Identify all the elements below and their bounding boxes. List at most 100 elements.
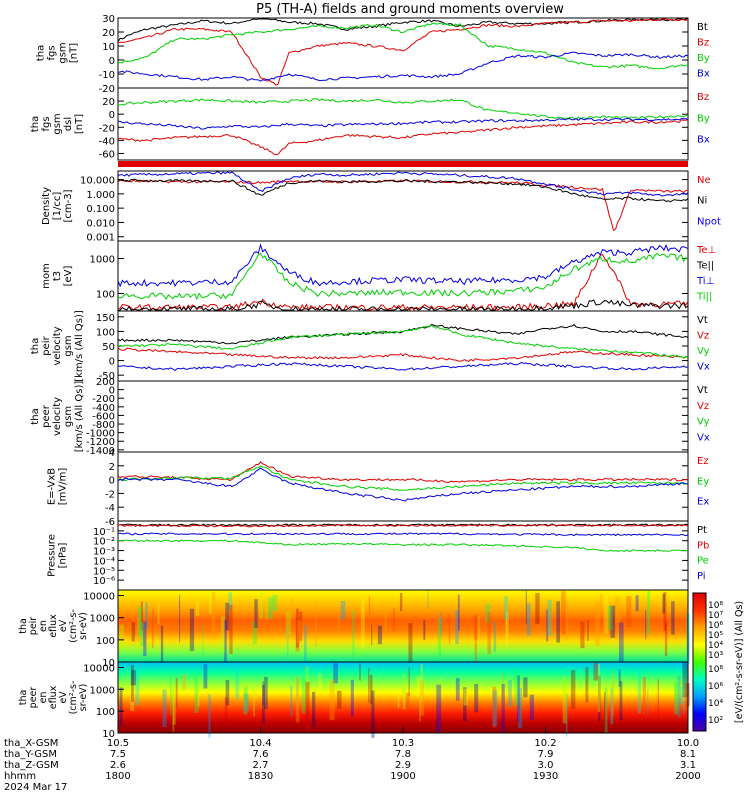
spectrogram-texture (604, 691, 606, 722)
series-Ex (117, 467, 689, 502)
y-tick-label: -20 (99, 123, 115, 134)
spectrogram-texture (371, 624, 373, 645)
series-By (117, 22, 689, 70)
spectrogram-texture (130, 664, 134, 702)
ephem-x-gsm: 10.2 (534, 738, 556, 749)
spectrogram-texture (547, 599, 552, 636)
spectrogram-texture (514, 668, 519, 706)
y-tick-label: 4 (109, 448, 115, 459)
spectrogram-texture (485, 603, 491, 624)
spectrogram-texture (189, 608, 195, 652)
legend-Te⊥: Te⊥ (696, 245, 716, 256)
y-tick-label: 100 (96, 327, 115, 338)
legend-Te||: Te|| (696, 261, 714, 272)
y-tick-label: -400 (92, 403, 115, 414)
spectrogram-texture (474, 614, 477, 665)
y-tick-label: 0 (109, 56, 115, 67)
spectrogram-texture (368, 668, 370, 703)
legend-Ex: Ex (697, 497, 709, 508)
legend-Vt: Vt (697, 385, 708, 396)
spectrogram-texture (197, 675, 200, 707)
spectrogram-texture (501, 683, 505, 733)
spectrogram-texture (179, 594, 181, 643)
spectrogram-texture (202, 624, 204, 662)
colorbar-label: [eV/(cm²-s-sr-eV)] (All Qs) (734, 601, 745, 723)
spectrogram-texture (419, 680, 425, 716)
spectrogram-texture (399, 593, 403, 612)
spectrogram-texture (291, 598, 294, 619)
spectrogram-texture (526, 603, 531, 636)
spectrogram-texture (402, 673, 406, 710)
series-Vx (117, 361, 688, 372)
spectrogram-texture (420, 664, 423, 701)
spectrogram-texture (492, 690, 498, 727)
spectrogram-texture (264, 676, 268, 710)
legend-Vz: Vz (697, 401, 709, 412)
spectrogram-texture (565, 602, 568, 641)
spectrogram-texture (305, 681, 310, 731)
spectrogram-texture (570, 670, 576, 709)
spectrogram-texture (137, 617, 140, 642)
y-tick-label: 10 (102, 658, 115, 669)
colorbar-tick: 10⁷ (708, 611, 723, 621)
y-tick-label: -40 (99, 136, 115, 147)
y-tick-label: 10⁻⁵ (93, 566, 115, 577)
ephem-y-gsm: 7.9 (538, 749, 554, 760)
spectrogram-texture (565, 693, 568, 737)
series-Ne (117, 179, 689, 232)
panel-peer_velocity: 2000-200-400-600-800-1000-1200-1400thape… (30, 377, 710, 457)
y-axis-label: thapeerenefluxeV(cm²-s-sr-eV) (18, 681, 89, 715)
spectrogram-texture (535, 592, 540, 624)
spectrogram-texture (562, 677, 567, 724)
spectrogram-texture (360, 598, 365, 649)
spectrogram-texture (336, 690, 342, 709)
series-Bx (117, 51, 689, 82)
series-Vz (117, 347, 689, 362)
spectrogram-texture (371, 690, 375, 738)
spectrogram-texture (523, 677, 528, 698)
series-Pt (117, 523, 689, 527)
y-tick-label: 20 (102, 28, 115, 39)
spectrogram-texture (151, 609, 154, 649)
spectrogram-texture (487, 612, 491, 654)
ephem-z-gsm: 2.9 (395, 760, 411, 771)
spectrogram-texture (505, 611, 509, 638)
y-tick-label: 100 (96, 636, 115, 647)
y-tick-label: 10⁻³ (93, 547, 115, 558)
spectrogram-texture (235, 669, 239, 700)
spectrogram-texture (392, 607, 395, 632)
spectrogram-texture (295, 608, 299, 648)
ephem-hhmm: 2000 (675, 771, 700, 782)
spectrogram-texture (502, 672, 504, 707)
spectrogram-texture (318, 673, 322, 689)
spectrogram-texture (140, 622, 146, 646)
spectrogram-texture (618, 669, 621, 687)
spectrogram-texture (457, 594, 460, 631)
legend-Bx: Bx (697, 135, 710, 146)
legend-Vx: Vx (697, 432, 710, 443)
spectrogram-texture (561, 591, 566, 635)
spectrogram-texture (296, 679, 298, 706)
red-separator-bar (118, 161, 688, 167)
legend-Ti⊥: Ti⊥ (696, 276, 714, 287)
spectrogram-texture (175, 678, 178, 709)
y-axis-label: E=-VxB[mV/m] (47, 468, 69, 506)
spectrogram-texture (182, 674, 187, 690)
spectrogram-texture (474, 615, 478, 641)
legend-Vy: Vy (697, 417, 710, 428)
spectrogram-panels: 10000 1000 100 10 thapeirenefluxeV(cm²-s-sr-… (18, 589, 690, 740)
y-tick-label: -20 (99, 84, 115, 95)
spectrogram-texture (268, 596, 274, 619)
spectrogram-texture (427, 590, 429, 610)
spectrogram-texture (229, 604, 233, 655)
spectrogram-texture (603, 596, 609, 634)
ephem-label: tha_Y-GSM (4, 749, 57, 760)
spectrogram-texture (119, 687, 123, 727)
spectrogram-texture (295, 617, 300, 652)
y-tick-label: 0.010 (86, 218, 115, 229)
series-Pb (117, 524, 689, 528)
y-tick-label: 200 (96, 377, 115, 388)
ephem-x-gsm: 10.4 (249, 738, 271, 749)
spectrogram-texture (369, 674, 373, 705)
